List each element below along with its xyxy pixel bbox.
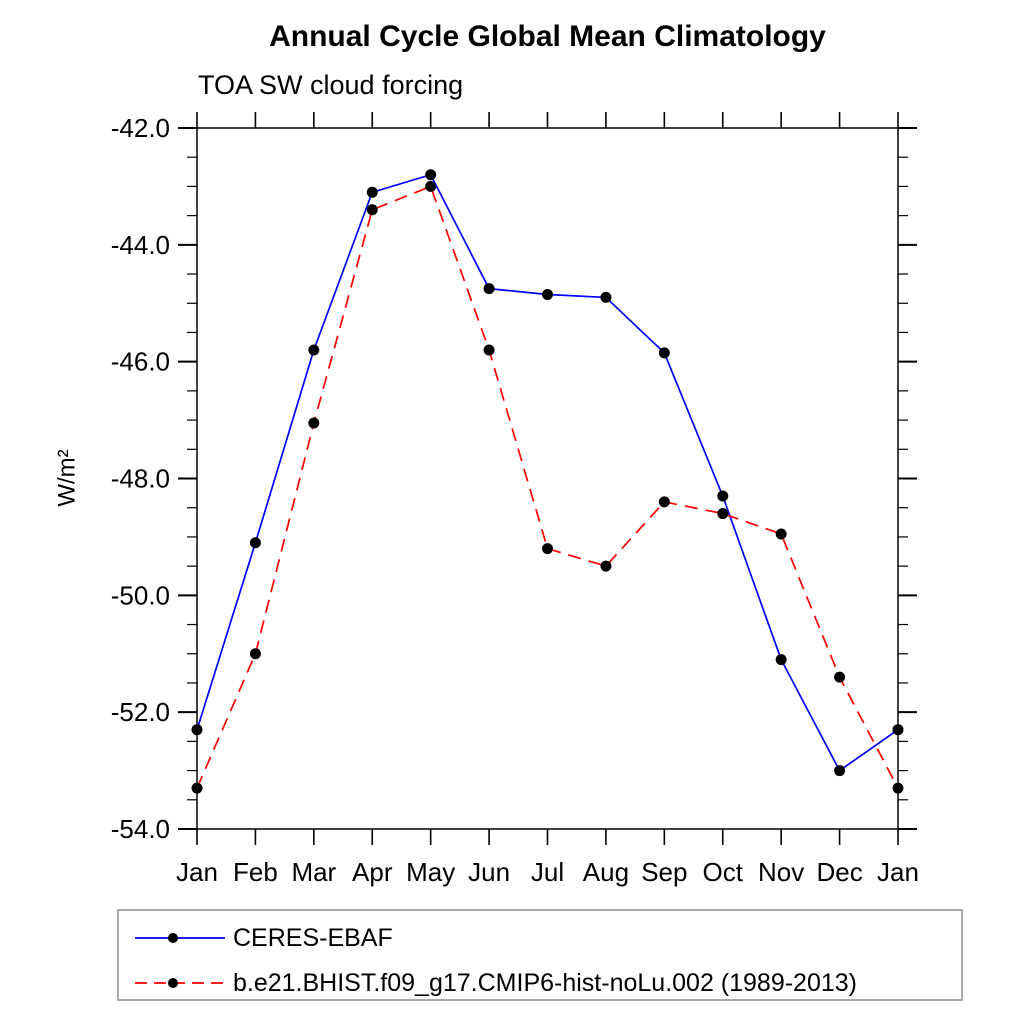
x-tick-label: Jan	[877, 857, 919, 887]
y-tick-label: -44.0	[111, 230, 170, 260]
data-point-marker-0	[249, 537, 261, 549]
legend: CERES-EBAF b.e21.BHIST.f09_g17.CMIP6-his…	[117, 909, 963, 1001]
legend-label-ceres-ebaf: CERES-EBAF	[233, 923, 393, 952]
y-tick-label: -42.0	[111, 113, 170, 143]
data-point-marker-0	[658, 347, 670, 359]
x-tick-label: Jun	[468, 857, 510, 887]
data-point-marker-1	[717, 508, 729, 520]
x-tick-label: Jan	[176, 857, 218, 887]
data-point-marker-1	[658, 496, 670, 508]
data-point-marker-1	[191, 782, 203, 794]
x-tick-label: Mar	[291, 857, 336, 887]
data-point-marker-0	[366, 186, 378, 198]
data-point-marker-1	[483, 344, 495, 356]
series-line-0	[196, 173, 899, 772]
data-point-marker-0	[775, 654, 787, 666]
y-tick-label: -46.0	[111, 347, 170, 377]
x-tick-label: Sep	[641, 857, 687, 887]
y-tick-label: -50.0	[111, 580, 170, 610]
chart-subtitle: TOA SW cloud forcing	[198, 70, 464, 100]
data-point-marker-1	[542, 543, 553, 555]
data-point-marker-0	[834, 765, 846, 777]
data-point-marker-1	[366, 204, 378, 216]
data-point-marker-1	[775, 528, 787, 540]
data-point-marker-0	[425, 169, 437, 181]
data-point-marker-1	[834, 671, 846, 683]
data-point-marker-1	[892, 782, 904, 794]
x-tick-label: Nov	[758, 857, 804, 887]
data-point-marker-0	[600, 291, 612, 303]
legend-dashed-line-icon	[135, 978, 225, 988]
data-point-marker-0	[892, 724, 904, 736]
data-point-marker-0	[308, 344, 320, 356]
x-tick-label: Dec	[816, 857, 862, 887]
chart-title: Annual Cycle Global Mean Climatology	[269, 20, 826, 53]
legend-solid-line-icon	[135, 933, 225, 943]
x-tick-label: May	[406, 857, 455, 887]
plot-frame	[196, 127, 899, 830]
data-point-marker-1	[600, 560, 612, 572]
data-point-marker-1	[308, 417, 320, 429]
data-point-marker-1	[249, 648, 261, 660]
x-tick-label: Feb	[233, 857, 278, 887]
y-tick-label: -54.0	[111, 814, 170, 844]
x-tick-label: Aug	[583, 857, 629, 887]
data-point-marker-0	[717, 490, 729, 502]
data-point-marker-0	[483, 283, 495, 295]
y-tick-label: -48.0	[111, 464, 170, 494]
legend-item-model: b.e21.BHIST.f09_g17.CMIP6-hist-noLu.002 …	[133, 968, 857, 997]
y-tick-label: -52.0	[111, 697, 170, 727]
x-tick-label: Oct	[703, 857, 744, 887]
legend-item-ceres-ebaf: CERES-EBAF	[133, 923, 393, 952]
data-point-marker-0	[542, 288, 553, 300]
data-point-marker-1	[425, 180, 437, 192]
x-tick-label: Jul	[531, 857, 564, 887]
series-line-1	[196, 185, 899, 789]
legend-label-model: b.e21.BHIST.f09_g17.CMIP6-hist-noLu.002 …	[233, 968, 857, 997]
x-tick-label: Apr	[352, 857, 393, 887]
data-point-marker-0	[191, 724, 203, 736]
